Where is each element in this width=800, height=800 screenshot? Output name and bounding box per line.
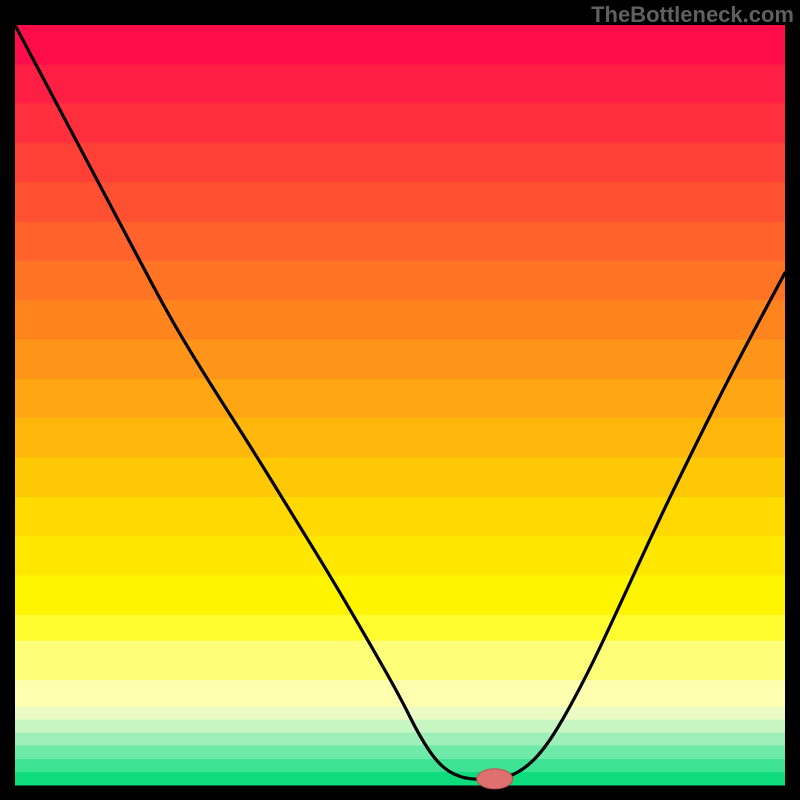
bottleneck-curve-chart <box>0 0 800 800</box>
chart-container: TheBottleneck.com <box>0 0 800 800</box>
gradient-background <box>15 25 785 786</box>
watermark-text: TheBottleneck.com <box>591 2 794 28</box>
optimal-point-marker <box>477 769 513 789</box>
